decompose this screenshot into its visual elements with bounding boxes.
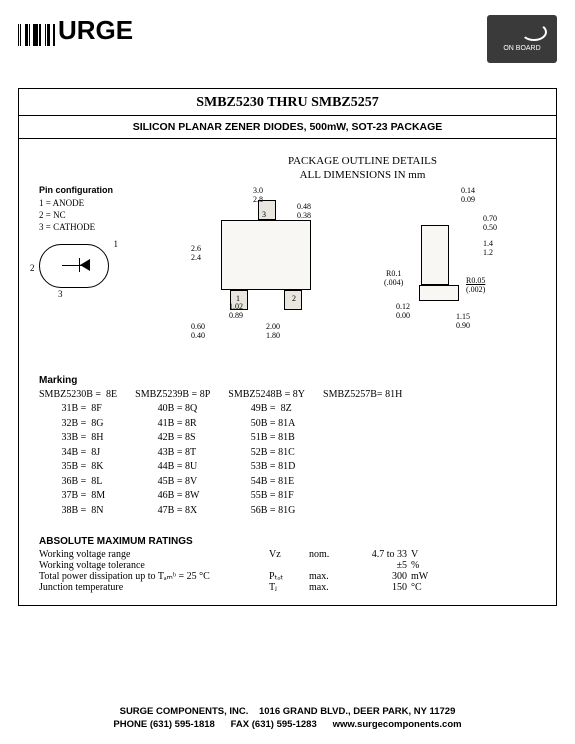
pin-1: 1 = ANODE bbox=[39, 198, 149, 208]
diode-icon bbox=[80, 259, 90, 271]
amr-cond-1 bbox=[309, 560, 349, 571]
dim-leadw-max: 0.48 bbox=[297, 203, 311, 211]
company-fax: FAX (631) 595-1283 bbox=[231, 719, 317, 730]
part-subtitle: SILICON PLANAR ZENER DIODES, 500mW, SOT-… bbox=[19, 115, 556, 139]
page-header: URGE ON BOARD bbox=[18, 15, 557, 53]
dim-stand-min: 0.00 bbox=[396, 312, 410, 320]
pin-config-label: Pin configuration bbox=[39, 185, 149, 195]
dim-thick-min: 0.09 bbox=[461, 196, 475, 204]
badge-text: ON BOARD bbox=[503, 45, 540, 52]
quality-badge: ON BOARD bbox=[487, 15, 557, 63]
dim-th-min: 1.2 bbox=[483, 249, 493, 257]
amr-val-2: 300 bbox=[349, 571, 411, 582]
lead2-label: 2 bbox=[292, 295, 296, 303]
amr-unit-3: °C bbox=[411, 582, 441, 593]
dim-pitch-max: 2.00 bbox=[266, 323, 280, 331]
dim-leadw-min: 0.38 bbox=[297, 212, 311, 220]
dim-foot-min: 0.40 bbox=[191, 332, 205, 340]
company-phone: PHONE (631) 595-1818 bbox=[113, 719, 214, 730]
footer-line2: PHONE (631) 595-1818 FAX (631) 595-1283 … bbox=[0, 719, 575, 732]
package-heading: PACKAGE OUTLINE DETAILS ALL DIMENSIONS I… bbox=[189, 155, 536, 183]
company-name: SURGE COMPONENTS, INC. bbox=[120, 706, 249, 717]
marking-col4: SMBZ5257B= 81H bbox=[323, 388, 402, 519]
pin-symbol-2: 2 bbox=[30, 263, 35, 273]
side-foot bbox=[419, 285, 459, 301]
dim-th-max: 1.4 bbox=[483, 240, 493, 248]
amr-sym-1 bbox=[269, 560, 309, 571]
lead3-label: 3 bbox=[262, 211, 266, 219]
dim-r2: R0.05 bbox=[466, 277, 485, 285]
dim-seat-max: 0.70 bbox=[483, 215, 497, 223]
marking-columns: SMBZ5230B = 8E 31B = 8F 32B = 8G 33B = 8… bbox=[39, 388, 536, 519]
dim-leadlen-max: 1.02 bbox=[229, 303, 243, 311]
diagram-row: Pin configuration 1 = ANODE 2 = NC 3 = C… bbox=[39, 185, 536, 355]
dim-foot-max: 0.60 bbox=[191, 323, 205, 331]
part-title: SMBZ5230 THRU SMBZ5257 bbox=[19, 89, 556, 115]
company-url: www.surgecomponents.com bbox=[333, 719, 462, 730]
marking-col1: SMBZ5230B = 8E 31B = 8F 32B = 8G 33B = 8… bbox=[39, 388, 117, 519]
dim-w-min: 2.8 bbox=[253, 196, 263, 204]
amr-label-3: Junction temperature bbox=[39, 582, 269, 593]
amr-cond-0: nom. bbox=[309, 549, 349, 560]
pin-3: 3 = CATHODE bbox=[39, 222, 149, 232]
page-footer: SURGE COMPONENTS, INC. 1016 GRAND BLVD.,… bbox=[0, 706, 575, 732]
pkg-heading-l1: PACKAGE OUTLINE DETAILS bbox=[189, 155, 536, 169]
content-area: PACKAGE OUTLINE DETAILS ALL DIMENSIONS I… bbox=[19, 139, 556, 605]
amr-sym-0: Vᴢ bbox=[269, 549, 309, 560]
dim-stand-max: 0.12 bbox=[396, 303, 410, 311]
footer-line1: SURGE COMPONENTS, INC. 1016 GRAND BLVD.,… bbox=[0, 706, 575, 719]
marking-section: Marking SMBZ5230B = 8E 31B = 8F 32B = 8G… bbox=[39, 375, 536, 519]
marking-col2: SMBZ5239B = 8P 40B = 8Q 41B = 8R 42B = 8… bbox=[135, 388, 210, 519]
amr-row-3: Junction temperature Tⱼ max. 150 °C bbox=[39, 582, 536, 593]
pkg-heading-l2: ALL DIMENSIONS IN mm bbox=[189, 169, 536, 183]
amr-val-0: 4.7 to 33 bbox=[349, 549, 411, 560]
amr-sym-3: Tⱼ bbox=[269, 582, 309, 593]
dim-bh-max: 1.15 bbox=[456, 313, 470, 321]
amr-header: ABSOLUTE MAXIMUM RATINGS bbox=[39, 536, 536, 547]
amr-row-1: Working voltage tolerance ±5 % bbox=[39, 560, 536, 571]
dim-seat-min: 0.50 bbox=[483, 224, 497, 232]
dim-h-max: 2.6 bbox=[191, 245, 201, 253]
dim-pitch-min: 1.80 bbox=[266, 332, 280, 340]
amr-label-0: Working voltage range bbox=[39, 549, 269, 560]
pin-symbol-3: 3 bbox=[58, 289, 63, 299]
amr-unit-0: V bbox=[411, 549, 441, 560]
amr-unit-1: % bbox=[411, 560, 441, 571]
amr-label-2: Total power dissipation up to Tₐₘᵇ = 25 … bbox=[39, 571, 269, 582]
dim-bh-min: 0.90 bbox=[456, 322, 470, 330]
amr-val-3: 150 bbox=[349, 582, 411, 593]
barcode-icon bbox=[18, 24, 56, 49]
amr-row-0: Working voltage range Vᴢ nom. 4.7 to 33 … bbox=[39, 549, 536, 560]
amr-section: ABSOLUTE MAXIMUM RATINGS Working voltage… bbox=[39, 536, 536, 593]
pin-symbol-1: 1 bbox=[114, 239, 119, 249]
dim-w-max: 3.0 bbox=[253, 187, 263, 195]
sot23-top-view: 3 1 2 bbox=[221, 220, 311, 290]
amr-val-1: ±5 bbox=[349, 560, 411, 571]
amr-cond-3: max. bbox=[309, 582, 349, 593]
marking-header: Marking bbox=[39, 375, 536, 386]
amr-sym-2: Pₜₒₜ bbox=[269, 571, 309, 582]
dim-thick-max: 0.14 bbox=[461, 187, 475, 195]
dim-h-min: 2.4 bbox=[191, 254, 201, 262]
amr-label-1: Working voltage tolerance bbox=[39, 560, 269, 571]
amr-unit-2: mW bbox=[411, 571, 441, 582]
dim-r1: R0.1 bbox=[386, 270, 401, 278]
company-address: 1016 GRAND BLVD., DEER PARK, NY 11729 bbox=[259, 706, 455, 717]
pin-symbol-diagram: 2 1 3 bbox=[39, 244, 109, 288]
dim-leadlen-min: 0.89 bbox=[229, 312, 243, 320]
pin-2: 2 = NC bbox=[39, 210, 149, 220]
dim-r1i: (.004) bbox=[384, 279, 403, 287]
logo-text: URGE bbox=[58, 15, 133, 45]
datasheet-frame: SMBZ5230 THRU SMBZ5257 SILICON PLANAR ZE… bbox=[18, 88, 557, 606]
amr-cond-2: max. bbox=[309, 571, 349, 582]
pin-config: Pin configuration 1 = ANODE 2 = NC 3 = C… bbox=[39, 185, 149, 355]
dim-r2i: (.002) bbox=[466, 286, 485, 294]
package-drawing: 3 1 2 3.0 2.8 0.48 0.38 2.6 2.4 1.02 0.8… bbox=[161, 185, 536, 355]
amr-row-2: Total power dissipation up to Tₐₘᵇ = 25 … bbox=[39, 571, 536, 582]
company-logo: URGE bbox=[18, 15, 133, 49]
marking-col3: SMBZ5248B = 8Y 49B = 8Z 50B = 81A 51B = … bbox=[228, 388, 305, 519]
side-body bbox=[421, 225, 449, 285]
